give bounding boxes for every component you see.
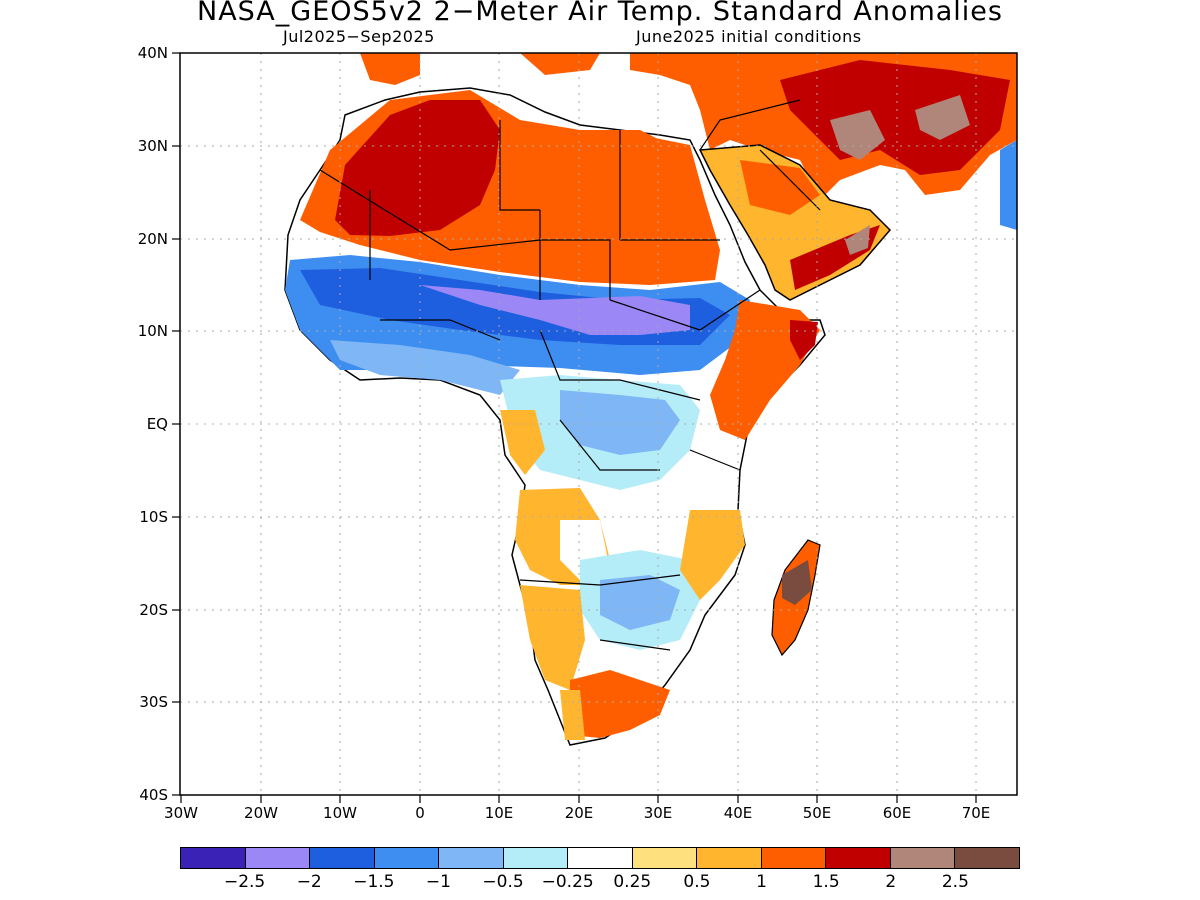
lat-label-10n: 10N	[137, 322, 168, 340]
legend-swatch	[826, 848, 891, 868]
lat-label-30n: 30N	[137, 137, 168, 155]
mediterranean-fragment	[520, 53, 600, 75]
namibia-warm	[520, 585, 585, 690]
legend-label: 1.5	[812, 872, 840, 892]
legend-swatch	[890, 848, 956, 868]
color-legend	[180, 847, 1020, 869]
legend-label: 2	[885, 872, 897, 892]
lon-label-30e: 30E	[643, 804, 673, 822]
lon-label-20w: 20W	[244, 804, 278, 822]
lon-label-10w: 10W	[323, 804, 357, 822]
legend-label: −2	[296, 872, 322, 892]
lon-label-60e: 60E	[882, 804, 912, 822]
legend-label: −2.5	[223, 872, 266, 892]
legend-label: 2.5	[941, 872, 969, 892]
lon-label-10e: 10E	[484, 804, 514, 822]
gulf-guinea-light-cool	[330, 340, 520, 395]
chad-sudan-coldest	[420, 285, 690, 335]
lon-label-0: 0	[415, 804, 425, 822]
lat-label-30s: 30S	[139, 693, 168, 711]
lon-label-40e: 40E	[723, 804, 753, 822]
legend-swatch	[955, 848, 1019, 868]
afghanistan-extreme-anomaly	[915, 95, 970, 140]
gabon-warm-region	[500, 410, 545, 475]
lat-label-10s: 10S	[139, 508, 168, 526]
legend-swatch	[245, 848, 311, 868]
map-title: NASA_GEOS5v2 2−Meter Air Temp. Standard …	[197, 0, 1003, 27]
legend-swatch	[310, 848, 375, 868]
congo-light-blue	[560, 390, 680, 455]
lat-label-40s: 40S	[139, 786, 168, 804]
initial-conditions: June2025 initial conditions	[636, 27, 862, 46]
lon-label-70e: 70E	[961, 804, 991, 822]
forecast-period: Jul2025−Sep2025	[283, 27, 435, 46]
south-africa-hot	[570, 670, 670, 738]
legend-swatch	[439, 848, 504, 868]
legend-swatch	[632, 848, 698, 868]
country-borders	[319, 99, 821, 651]
lon-label-30w: 30W	[164, 804, 198, 822]
legend-label: −1.5	[353, 872, 395, 892]
iran-extreme-anomaly	[830, 110, 885, 160]
arabia-hot-north	[740, 160, 820, 215]
legend-swatch	[761, 848, 827, 868]
lon-label-20e: 20E	[564, 804, 594, 822]
oman-extreme	[845, 225, 870, 255]
axis-ticks	[172, 52, 977, 803]
madagascar-extreme	[782, 560, 812, 605]
lon-label-50e: 50E	[802, 804, 832, 822]
mozambique-warm	[680, 510, 745, 600]
legend-label: 1	[756, 872, 767, 892]
graticule	[180, 53, 1017, 795]
west-sahara-hot-core	[335, 100, 500, 236]
iberia-region	[360, 53, 420, 85]
legend-label: −1	[425, 872, 451, 892]
botswana-cool	[600, 575, 680, 630]
legend-swatch	[568, 848, 633, 868]
legend-label: −0.5	[482, 872, 524, 892]
legend-swatch	[503, 848, 569, 868]
legend-swatch	[374, 848, 440, 868]
lat-label-20n: 20N	[137, 230, 168, 248]
legend-label: 0.5	[683, 872, 711, 892]
lat-label-eq: EQ	[146, 415, 168, 433]
lat-label-40n: 40N	[137, 44, 168, 62]
somalia-hot	[790, 320, 818, 360]
tibet-cool-region	[1000, 140, 1017, 230]
legend-swatch	[181, 848, 246, 868]
legend-label: 0.25	[613, 872, 652, 892]
legend-label: −0.25	[541, 872, 594, 892]
legend-swatch	[697, 848, 762, 868]
lat-label-20s: 20S	[139, 601, 168, 619]
